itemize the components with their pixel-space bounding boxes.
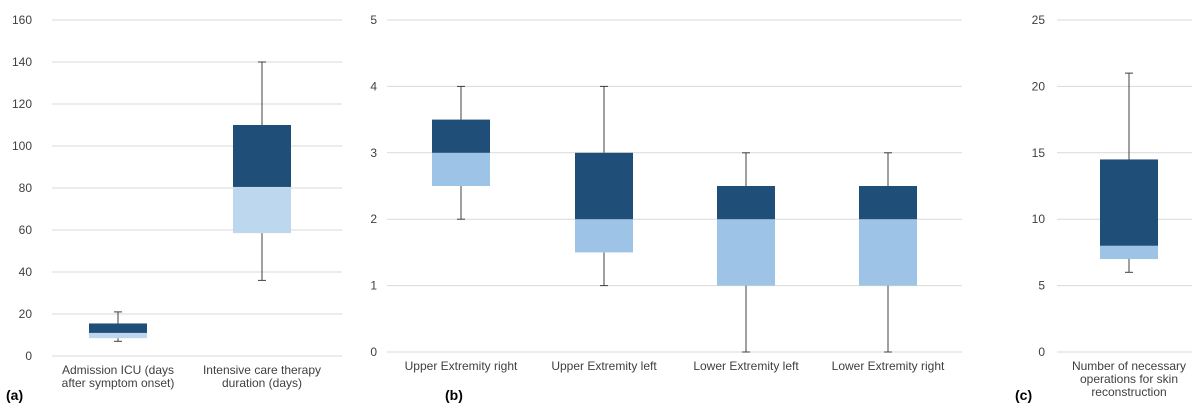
y-tick-label: 10 — [1032, 212, 1046, 226]
category-label-line: operations for skin — [1080, 372, 1178, 386]
y-tick-label: 60 — [19, 223, 33, 237]
y-tick-label: 15 — [1032, 146, 1046, 160]
y-tick-label: 140 — [12, 55, 32, 69]
category-label-line: Upper Extremity left — [551, 359, 657, 373]
y-tick-label: 20 — [1032, 79, 1046, 93]
category-label: Number of necessary operations for skin re… — [1072, 359, 1186, 399]
y-tick-label: 0 — [1038, 345, 1045, 359]
category-label-line: Lower Extremity right — [832, 359, 945, 373]
category-label-line: Intensive care therapy — [203, 363, 321, 377]
category-label-line: Number of necessary — [1072, 359, 1186, 373]
y-tick-label: 0 — [370, 345, 377, 359]
upper-box — [859, 186, 917, 220]
category-label-line: Admission ICU (days — [62, 363, 174, 377]
upper-box — [233, 125, 291, 187]
panel-label: (a) — [6, 387, 23, 403]
y-tick-label: 20 — [19, 307, 33, 321]
upper-box — [432, 119, 490, 153]
lower-box — [1100, 245, 1158, 260]
category-label: Lower Extremity right — [832, 359, 945, 373]
lower-box — [859, 219, 917, 286]
lower-box — [575, 219, 633, 253]
upper-box — [1100, 159, 1158, 246]
y-tick-label: 40 — [19, 265, 33, 279]
category-label: Lower Extremity left — [693, 359, 799, 373]
category-label: Intensive care therapy duration (days) — [203, 363, 321, 390]
category-label-line: Lower Extremity left — [693, 359, 799, 373]
lower-box — [89, 332, 147, 339]
upper-box — [717, 186, 775, 220]
y-tick-label: 80 — [19, 181, 33, 195]
lower-box — [233, 186, 291, 234]
upper-box — [89, 323, 147, 333]
category-label-line: Upper Extremity right — [405, 359, 518, 373]
y-tick-label: 2 — [370, 212, 377, 226]
upper-box — [575, 152, 633, 220]
category-label: Upper Extremity right — [405, 359, 518, 373]
y-tick-label: 5 — [370, 13, 377, 27]
y-tick-label: 25 — [1032, 13, 1046, 27]
category-label-line: after symptom onset) — [62, 376, 175, 390]
lower-box — [432, 152, 490, 186]
y-tick-label: 5 — [1038, 279, 1045, 293]
y-tick-label: 3 — [370, 146, 377, 160]
y-tick-label: 160 — [12, 13, 32, 27]
panel-label: (b) — [445, 387, 463, 403]
category-label: Admission ICU (days after symptom onset) — [62, 363, 175, 390]
y-tick-label: 100 — [12, 139, 32, 153]
y-tick-label: 1 — [370, 279, 377, 293]
lower-box — [717, 219, 775, 286]
category-label-line: duration (days) — [222, 376, 302, 390]
y-tick-label: 0 — [25, 349, 32, 363]
y-tick-label: 120 — [12, 97, 32, 111]
category-label: Upper Extremity left — [551, 359, 657, 373]
y-tick-label: 4 — [370, 79, 377, 93]
panel-label: (c) — [1015, 387, 1032, 403]
category-label-line: reconstruction — [1091, 385, 1166, 399]
